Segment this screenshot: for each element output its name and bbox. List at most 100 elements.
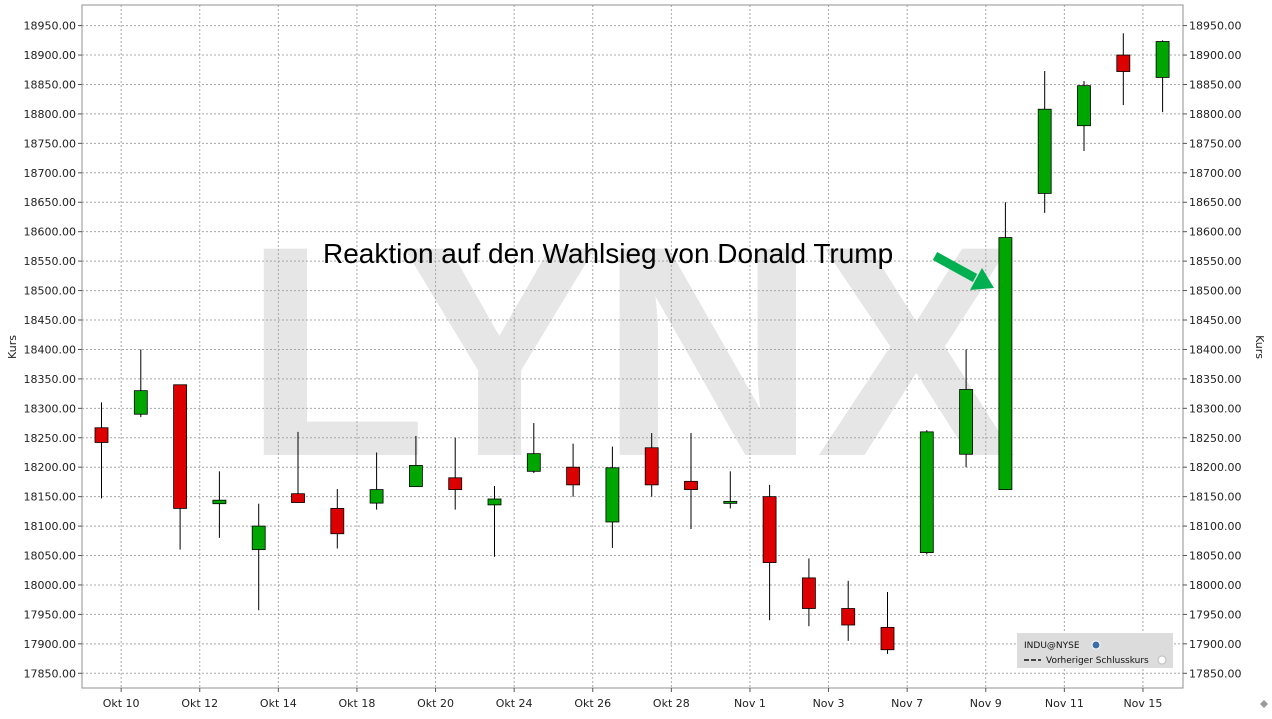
- plot-frame: [81, 4, 1184, 689]
- y-tick-label: 18100.00: [1189, 520, 1242, 533]
- candle-body: [919, 431, 934, 553]
- candle-body: [1037, 108, 1052, 194]
- y-tick-label: 18350.00: [1189, 373, 1242, 386]
- x-tick-label: Nov 9: [970, 697, 1002, 710]
- candle-body: [802, 577, 816, 609]
- candle-body: [998, 237, 1013, 490]
- y-tick-label: 18950.00: [24, 20, 77, 33]
- candle: [1077, 80, 1091, 152]
- candle-body: [723, 500, 738, 504]
- x-tick-label: Nov 3: [813, 697, 845, 710]
- x-tick-label: Okt 12: [181, 697, 218, 710]
- candle: [762, 484, 777, 621]
- corner-diamond-icon: [1260, 700, 1268, 708]
- candle: [1037, 70, 1052, 213]
- x-tick-label: Okt 18: [339, 697, 376, 710]
- candle-body: [841, 608, 856, 626]
- y-tick-label: 17950.00: [1189, 608, 1242, 621]
- legend-prev-close: Vorheriger Schlusskurs: [1046, 656, 1149, 666]
- candle-body: [173, 384, 188, 509]
- x-tick-label: Nov 11: [1045, 697, 1084, 710]
- election-annotation: Reaktion auf den Wahlsieg von Donald Tru…: [323, 238, 893, 269]
- y-tick-label: 18800.00: [24, 108, 77, 121]
- arrow-icon: [932, 252, 994, 290]
- y-tick-label: 18450.00: [24, 314, 77, 327]
- y-tick-label: 18150.00: [24, 491, 77, 504]
- candle-body: [880, 626, 895, 651]
- candle-body: [212, 499, 227, 505]
- y-tick-label: 18250.00: [24, 432, 77, 445]
- y-tick-label: 18600.00: [24, 226, 77, 239]
- candle: [684, 433, 698, 530]
- candle: [251, 503, 266, 611]
- candle: [605, 446, 620, 548]
- candle: [566, 443, 580, 497]
- globe-icon: [1091, 640, 1101, 650]
- candle: [644, 433, 659, 497]
- y-tick-label: 18850.00: [24, 78, 77, 91]
- x-tick-label: Okt 24: [496, 697, 533, 710]
- x-tick-label: Nov 1: [734, 697, 766, 710]
- candle-body: [526, 453, 541, 472]
- candle: [448, 437, 463, 510]
- y-tick-label: 17900.00: [1189, 638, 1242, 651]
- x-tick-label: Okt 14: [260, 697, 297, 710]
- y-tick-label: 18750.00: [1189, 137, 1242, 150]
- y-tick-label: 18400.00: [24, 343, 77, 356]
- candle: [1116, 33, 1131, 106]
- candle-body: [330, 508, 345, 535]
- y-tick-label: 18950.00: [1189, 20, 1242, 33]
- y-tick-label: 18750.00: [24, 137, 77, 150]
- candle: [959, 349, 973, 468]
- y-axis-right: 17850.00 17900.00 17950.00 18000.00 18050.00…: [1183, 20, 1242, 680]
- y-tick-label: 18000.00: [24, 579, 77, 592]
- y-tick-label: 18550.00: [1189, 255, 1242, 268]
- y-tick-label: 18900.00: [24, 49, 77, 62]
- candle-body: [1155, 41, 1170, 78]
- candle-body: [94, 427, 109, 443]
- candle-body: [291, 493, 305, 503]
- y-axis-label-left: Kurs: [6, 335, 19, 359]
- y-tick-label: 18650.00: [1189, 196, 1242, 209]
- y-tick-label: 17850.00: [1189, 667, 1242, 680]
- x-tick-label: Okt 28: [653, 697, 690, 710]
- y-tick-label: 18700.00: [24, 167, 77, 180]
- y-tick-label: 18350.00: [24, 373, 77, 386]
- y-tick-label: 18450.00: [1189, 314, 1242, 327]
- y-tick-label: 18650.00: [24, 196, 77, 209]
- candle-body: [644, 447, 659, 486]
- x-tick-label: Okt 10: [103, 697, 140, 710]
- x-tick-label: Okt 20: [417, 697, 454, 710]
- candle: [291, 431, 305, 503]
- candle: [526, 423, 541, 474]
- y-axis-left: 17850.00 17900.00 17950.00 18000.00 18050.00…: [24, 20, 82, 680]
- candle-body: [684, 480, 698, 490]
- candle-body: [1077, 85, 1091, 127]
- y-tick-label: 18050.00: [24, 550, 77, 563]
- candle: [94, 402, 109, 499]
- candle: [330, 488, 345, 549]
- candle-body: [487, 498, 502, 506]
- candle-body: [448, 477, 463, 490]
- candle: [487, 486, 502, 557]
- y-tick-label: 18200.00: [24, 461, 77, 474]
- candle-body: [369, 489, 384, 504]
- candle: [919, 430, 934, 555]
- y-tick-label: 18150.00: [1189, 491, 1242, 504]
- x-tick-label: Nov 7: [891, 697, 923, 710]
- candle: [133, 349, 148, 418]
- x-tick-label: Nov 15: [1123, 697, 1162, 710]
- y-tick-label: 18000.00: [1189, 579, 1242, 592]
- y-tick-label: 18300.00: [1189, 402, 1242, 415]
- candle: [998, 202, 1013, 490]
- lynx-watermark: LYNX: [244, 183, 1018, 519]
- candles-layer: [94, 33, 1170, 654]
- y-tick-label: 18700.00: [1189, 167, 1242, 180]
- y-tick-label: 18600.00: [1189, 226, 1242, 239]
- candle: [408, 435, 423, 488]
- candle: [173, 384, 188, 550]
- candle: [802, 558, 816, 627]
- candle-body: [408, 465, 423, 488]
- legend-toggle-icon[interactable]: [1157, 655, 1167, 665]
